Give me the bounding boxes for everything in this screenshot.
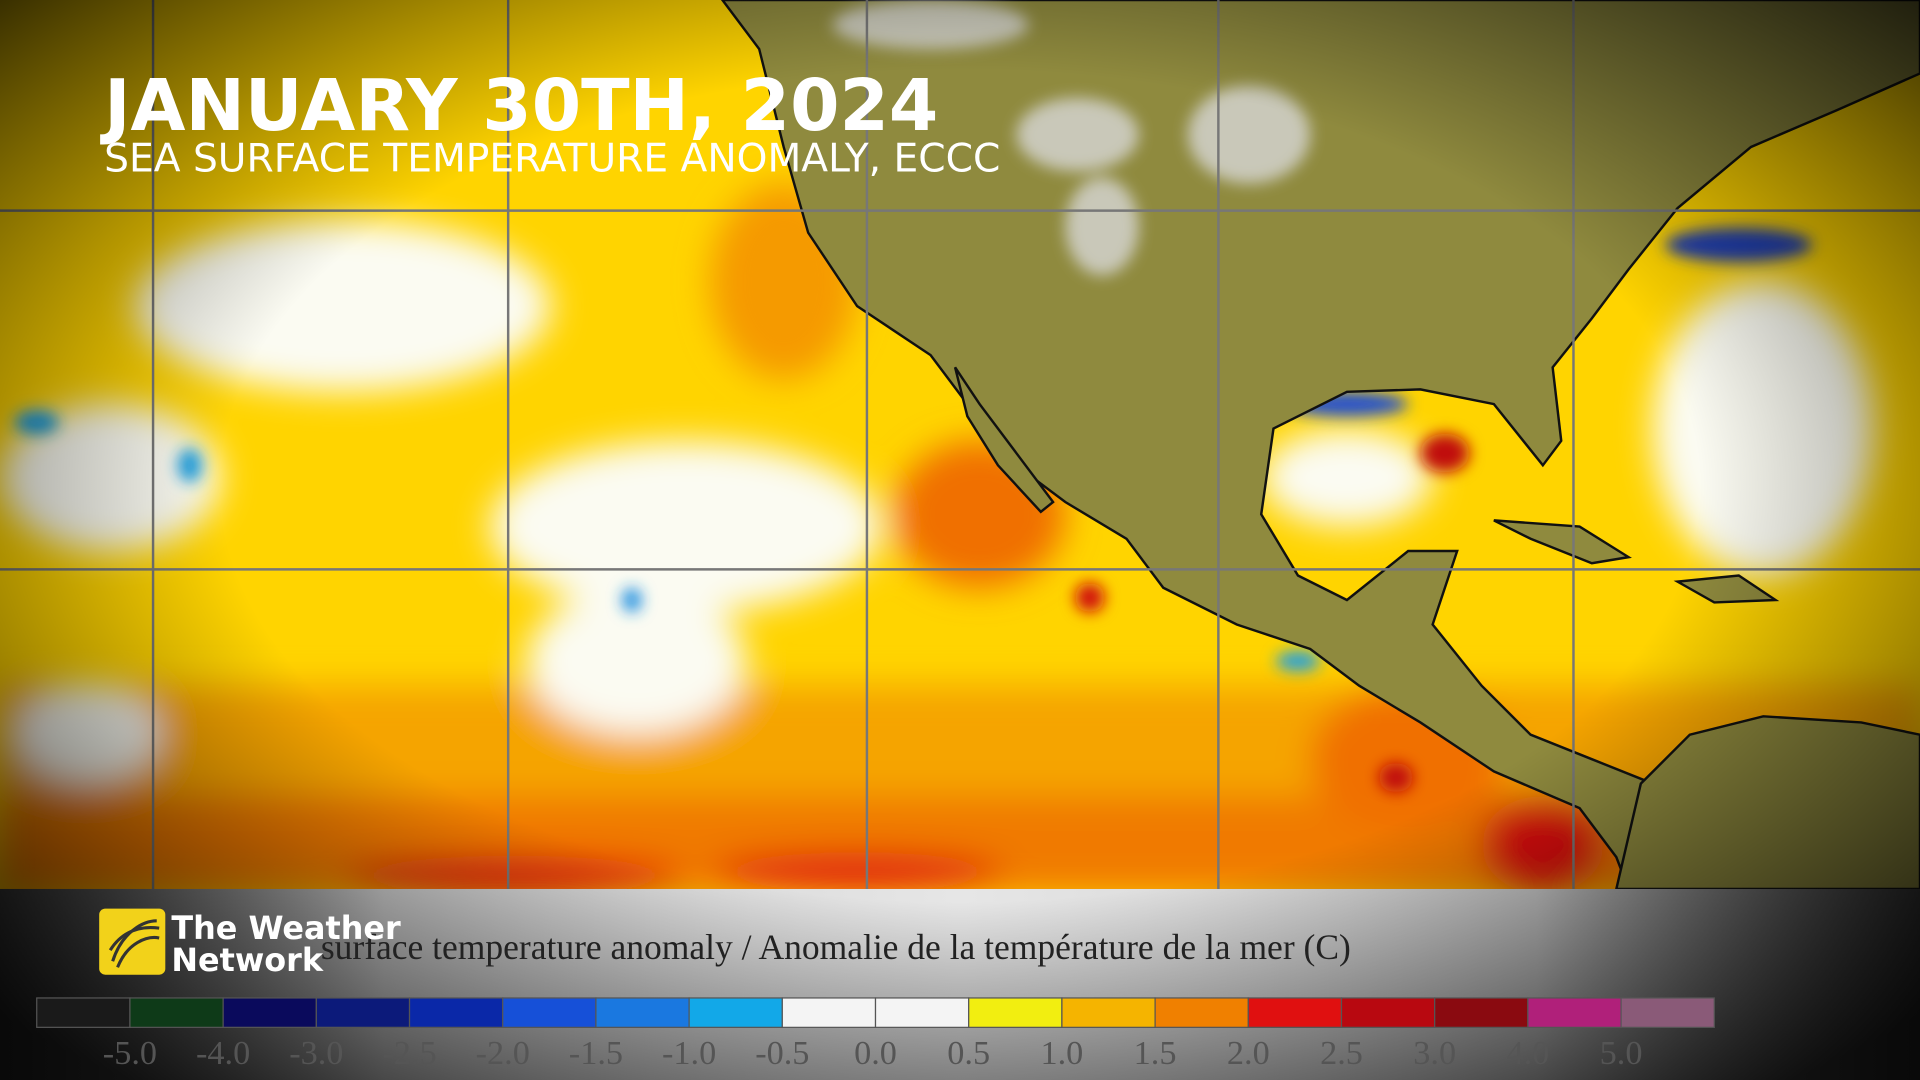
color-swatch	[222, 997, 317, 1028]
scale-label: 1.0	[1040, 1034, 1083, 1072]
scale-label: 4.0	[1506, 1034, 1549, 1072]
scale-label: 0.0	[854, 1034, 897, 1072]
color-swatch	[1527, 997, 1622, 1028]
scale-label: 5.0	[1600, 1034, 1643, 1072]
logo: The Weather Network	[99, 908, 401, 979]
scale-label: -2.0	[476, 1034, 530, 1072]
color-swatch	[688, 997, 783, 1028]
title: JANUARY 30TH, 2024	[100, 64, 938, 147]
logo-mark	[99, 908, 166, 975]
color-swatch	[1620, 997, 1715, 1028]
scale-label: -5.0	[103, 1034, 157, 1072]
subtitle: SEA SURFACE TEMPERATURE ANOMALY, ECCC	[104, 136, 1000, 181]
scale-label: -3.0	[289, 1034, 343, 1072]
scale-label: 2.0	[1227, 1034, 1270, 1072]
color-swatch	[129, 997, 224, 1028]
color-swatch	[874, 997, 970, 1028]
color-swatch	[408, 997, 504, 1028]
color-swatch	[781, 997, 877, 1028]
color-swatch	[1434, 997, 1529, 1028]
scale-label: -0.5	[755, 1034, 809, 1072]
scale-label: 3.0	[1413, 1034, 1456, 1072]
scale-label: -4.0	[196, 1034, 250, 1072]
color-swatch	[595, 997, 690, 1028]
scale-label: 0.5	[947, 1034, 990, 1072]
color-swatch	[502, 997, 597, 1028]
color-swatch	[315, 997, 411, 1028]
logo-text: Network	[171, 941, 323, 979]
legend-caption: surface temperature anomaly / Anomalie d…	[321, 927, 1351, 967]
color-scale: -5.0 -4.0 -3.0 -2.5 -2.0 -1.5 -1.0 -0.5 0.0 0.5 1.…	[36, 997, 1715, 1072]
scale-label: 2.5	[1320, 1034, 1363, 1072]
scale-label: -1.5	[569, 1034, 623, 1072]
scale-label: -2.5	[382, 1034, 436, 1072]
scale-label: 1.5	[1134, 1034, 1177, 1072]
color-swatch	[1154, 997, 1249, 1028]
color-swatch	[1340, 997, 1436, 1028]
color-swatch	[968, 997, 1063, 1028]
color-swatch	[1061, 997, 1156, 1028]
logo-text: The Weather	[171, 909, 401, 947]
color-swatch	[1247, 997, 1343, 1028]
color-swatch	[36, 997, 131, 1028]
scale-label: -1.0	[662, 1034, 716, 1072]
